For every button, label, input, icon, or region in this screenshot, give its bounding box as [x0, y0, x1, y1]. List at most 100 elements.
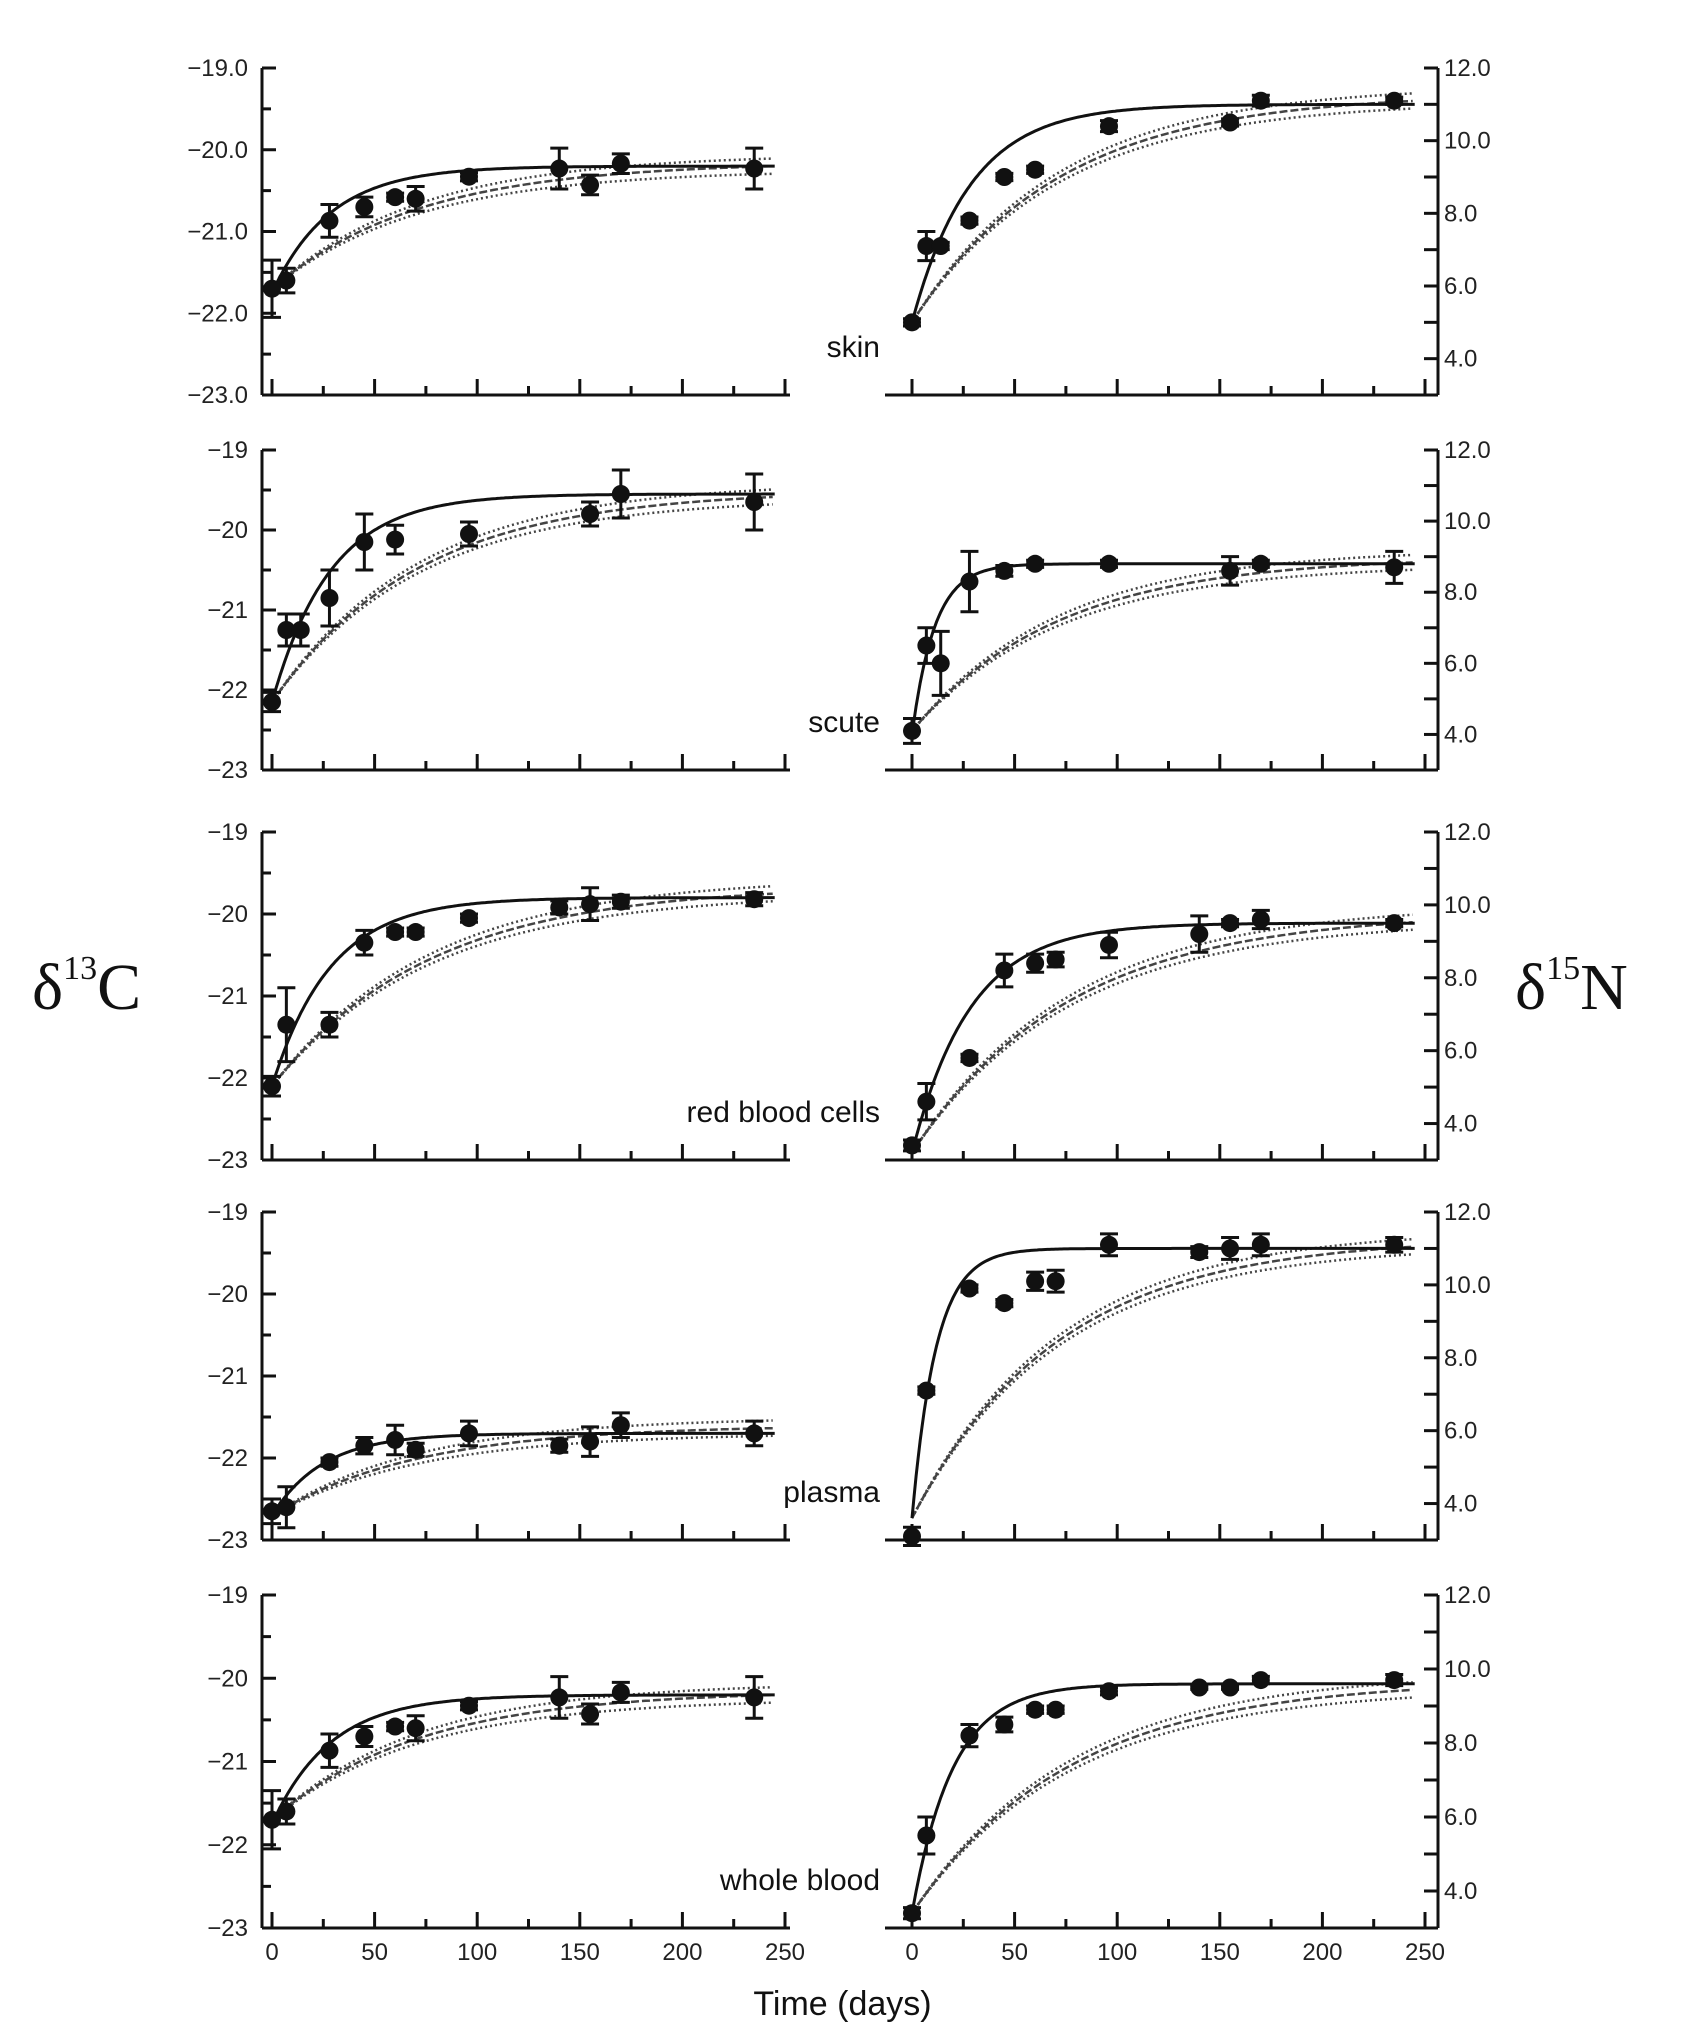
marker-circle [581, 1432, 600, 1451]
data-point [611, 1680, 630, 1704]
marker-circle [406, 923, 425, 942]
panel-grid: −19.0 −20.0 −21.0 −22.0 −23.0 4.0 6.0 8.0 10.0 12… [187, 55, 1490, 1966]
data-point [581, 173, 600, 197]
marker-circle [1046, 950, 1065, 969]
marker-circle [917, 1826, 936, 1845]
data-point [550, 898, 569, 917]
model-curve [271, 892, 773, 1087]
fit-curve [270, 492, 775, 703]
data-point [386, 523, 405, 556]
y-tick-label: 6.0 [1444, 273, 1477, 300]
y-tick-label: 10.0 [1444, 1656, 1491, 1683]
marker-circle [277, 1498, 296, 1517]
tissue-label: red blood cells [687, 1096, 880, 1129]
fit-curve [910, 1246, 1415, 1519]
x-tick-label: 250 [1405, 1939, 1445, 1966]
marker-circle [960, 1726, 979, 1745]
data-point [611, 152, 630, 175]
data-point [1221, 1678, 1240, 1697]
data-point [581, 1702, 600, 1726]
data-point [1026, 1270, 1045, 1292]
y-tick-label: 4.0 [1444, 1111, 1477, 1138]
marker-circle [1190, 925, 1209, 944]
panel-d13C-scute: −19 −20 −21 −22 −23 [207, 437, 790, 784]
data-point [277, 1485, 296, 1530]
marker-circle [1099, 1682, 1118, 1701]
data-point [995, 1715, 1014, 1734]
y-tick-label: 10.0 [1444, 1272, 1491, 1299]
y-tick-label: 8.0 [1444, 579, 1477, 606]
marker-circle [277, 1015, 296, 1034]
data-point [386, 188, 405, 207]
marker-circle [1099, 935, 1118, 954]
y-tick-label: −19 [207, 1582, 248, 1609]
model-curve [910, 1237, 1413, 1519]
tissue-label: plasma [783, 1476, 880, 1509]
data-point [1046, 1700, 1065, 1719]
marker-circle [459, 525, 478, 543]
marker-circle [355, 533, 374, 551]
marker-circle [355, 1436, 374, 1455]
y-tick-label: −23 [207, 1527, 248, 1554]
marker-circle [581, 1705, 600, 1724]
data-point [1251, 908, 1270, 931]
marker-circle [903, 1904, 921, 1923]
y-tick-label: 8.0 [1444, 200, 1477, 227]
marker-circle [406, 1440, 425, 1459]
data-point [903, 313, 921, 332]
data-point [960, 211, 979, 230]
element-symbol: C [97, 951, 142, 1024]
data-point [960, 1279, 979, 1298]
marker-circle [263, 1077, 281, 1096]
data-point [1190, 1243, 1209, 1262]
marker-circle [745, 1424, 764, 1443]
data-point [1221, 555, 1240, 587]
y-tick-label: −22 [207, 677, 248, 704]
marker-circle [1026, 1272, 1045, 1291]
fit-curve [910, 562, 1415, 735]
data-point [1099, 554, 1118, 573]
y-tick-label: −22 [207, 1065, 248, 1092]
y-tick-label: −21 [207, 983, 248, 1010]
data-point [263, 258, 281, 319]
x-tick-label: 0 [265, 1939, 278, 1966]
data-point [611, 1411, 630, 1439]
marker-circle [550, 898, 569, 917]
data-point [550, 1436, 569, 1455]
panel-d15N-whole-blood: 0 50 100 150 200 250 4.0 6.0 8.0 10.0 12.0 [885, 1582, 1491, 1966]
data-point [406, 1440, 425, 1459]
marker-circle [995, 1294, 1014, 1313]
y-tick-label: −19 [207, 1199, 248, 1226]
model-curve [270, 503, 773, 703]
model-curve [910, 99, 1413, 323]
data-point [917, 1081, 936, 1122]
data-point [960, 1723, 979, 1749]
y-tick-label: 10.0 [1444, 508, 1491, 535]
panel-d13C-plasma: −19 −20 −21 −22 −23 [207, 1199, 790, 1554]
y-tick-label: 6.0 [1444, 1804, 1477, 1831]
x-axis-title: Time (days) [753, 1985, 932, 2023]
marker-circle [386, 188, 405, 207]
element-symbol: N [1580, 951, 1628, 1024]
data-point [320, 1010, 339, 1039]
marker-circle [263, 693, 281, 711]
y-tick-label: 6.0 [1444, 1418, 1477, 1445]
y-tick-label: 12.0 [1444, 55, 1491, 82]
marker-circle [1385, 558, 1404, 577]
y-tick-label: −20.0 [187, 137, 248, 164]
data-point [355, 928, 374, 957]
data-point [611, 468, 630, 520]
data-point [277, 1797, 296, 1826]
marker-circle [1251, 554, 1270, 573]
marker-circle [611, 154, 630, 173]
marker-circle [1026, 554, 1045, 573]
marker-circle [931, 654, 950, 673]
data-point [1385, 1235, 1404, 1254]
data-point [320, 203, 339, 239]
fit-curve [910, 1682, 1415, 1914]
marker-circle [1385, 1235, 1404, 1254]
data-point [903, 1525, 921, 1547]
marker-circle [960, 1279, 979, 1298]
y-tick-label: 12.0 [1444, 437, 1491, 464]
data-point [917, 1381, 936, 1400]
